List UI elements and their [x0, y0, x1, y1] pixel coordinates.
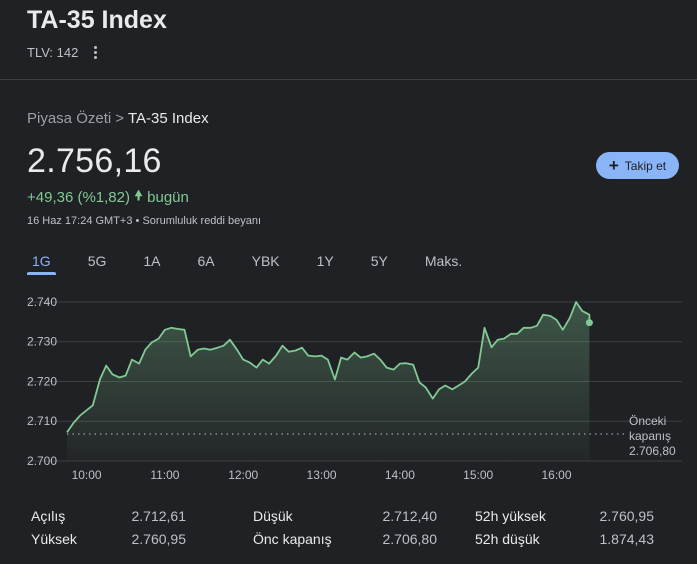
prev-close-label: kapanış — [629, 429, 671, 443]
prev-close-label: 2.706,80 — [629, 444, 676, 458]
disclaimer-link[interactable]: Sorumluluk reddi beyanı — [142, 215, 262, 227]
tab-6a[interactable]: 6A — [197, 253, 215, 269]
quote-meta: 16 Haz 17:24 GMT+3 • Sorumluluk reddi be… — [27, 215, 261, 227]
x-tick-label: 12:00 — [228, 468, 258, 482]
last-point-marker — [585, 319, 593, 327]
stat-prev-close-label: Önc kapanış — [253, 531, 332, 547]
stat-high-value: 2.760,95 — [131, 531, 187, 547]
x-tick-label: 16:00 — [541, 468, 571, 482]
exchange-row: TLV: 142 — [27, 45, 100, 60]
x-tick-label: 13:00 — [307, 468, 337, 482]
x-tick-label: 10:00 — [72, 468, 102, 482]
price-change: +49,36 (%1,82) 🠝 bugün — [27, 185, 189, 209]
stat-open-value: 2.712,61 — [131, 508, 187, 524]
series-area — [67, 302, 590, 461]
breadcrumb-root[interactable]: Piyasa Özeti — [27, 110, 112, 127]
price-chart[interactable]: 2.740 2.730 2.720 2.710 2.700 10:00 11:00 12:00… — [0, 280, 697, 490]
x-tick-label: 15:00 — [463, 468, 493, 482]
x-tick-label: 14:00 — [385, 468, 415, 482]
follow-button[interactable]: + Takip et — [596, 152, 679, 179]
x-tick-label: 11:00 — [150, 468, 179, 482]
y-tick-label: 2.740 — [27, 295, 57, 309]
stat-low-value: 2.712,40 — [382, 508, 438, 524]
tab-ybk[interactable]: YBK — [251, 253, 280, 269]
follow-button-label: Takip et — [624, 158, 667, 173]
stat-52w-low-label: 52h düşük — [475, 531, 540, 547]
page-title: TA-35 Index — [27, 6, 167, 34]
breadcrumb-current: TA-35 Index — [127, 110, 209, 127]
breadcrumb: Piyasa Özeti > TA-35 Index — [27, 110, 209, 127]
y-tick-label: 2.710 — [27, 414, 57, 428]
breadcrumb-separator: > — [115, 110, 124, 127]
prev-close-label: Önceki — [629, 414, 666, 428]
stat-low-label: Düşük — [253, 508, 293, 524]
tab-1y[interactable]: 1Y — [316, 253, 334, 269]
y-tick-label: 2.700 — [27, 454, 57, 468]
stat-high-label: Yüksek — [31, 531, 77, 547]
plus-icon: + — [608, 155, 619, 175]
y-tick-label: 2.730 — [27, 335, 57, 349]
tab-1g[interactable]: 1G — [27, 250, 56, 275]
range-tabs: 1G 5G 1A 6A YBK 1Y 5Y Maks. — [27, 250, 494, 275]
change-period: bugün — [147, 188, 189, 206]
stat-prev-close-value: 2.706,80 — [382, 531, 438, 547]
stat-open-label: Açılış — [31, 508, 66, 524]
quote-timestamp: 16 Haz 17:24 GMT+3 • — [27, 215, 140, 227]
tab-maks[interactable]: Maks. — [424, 253, 463, 269]
y-tick-label: 2.720 — [27, 374, 57, 388]
stat-52w-high-value: 2.760,95 — [599, 508, 655, 524]
change-value: +49,36 (%1,82) — [27, 188, 130, 206]
tab-5g[interactable]: 5G — [87, 253, 107, 269]
exchange-ticker: TLV: 142 — [27, 45, 79, 60]
current-price: 2.756,16 — [27, 142, 162, 180]
arrow-up-icon: 🠝 — [134, 187, 144, 203]
tab-5y[interactable]: 5Y — [370, 253, 388, 269]
more-vert-icon[interactable] — [90, 45, 100, 60]
tab-1a[interactable]: 1A — [143, 253, 161, 269]
stat-52w-low-value: 1.874,43 — [599, 531, 655, 547]
header-divider — [0, 79, 697, 80]
stat-52w-high-label: 52h yüksek — [475, 508, 546, 524]
series-line — [66, 301, 591, 433]
